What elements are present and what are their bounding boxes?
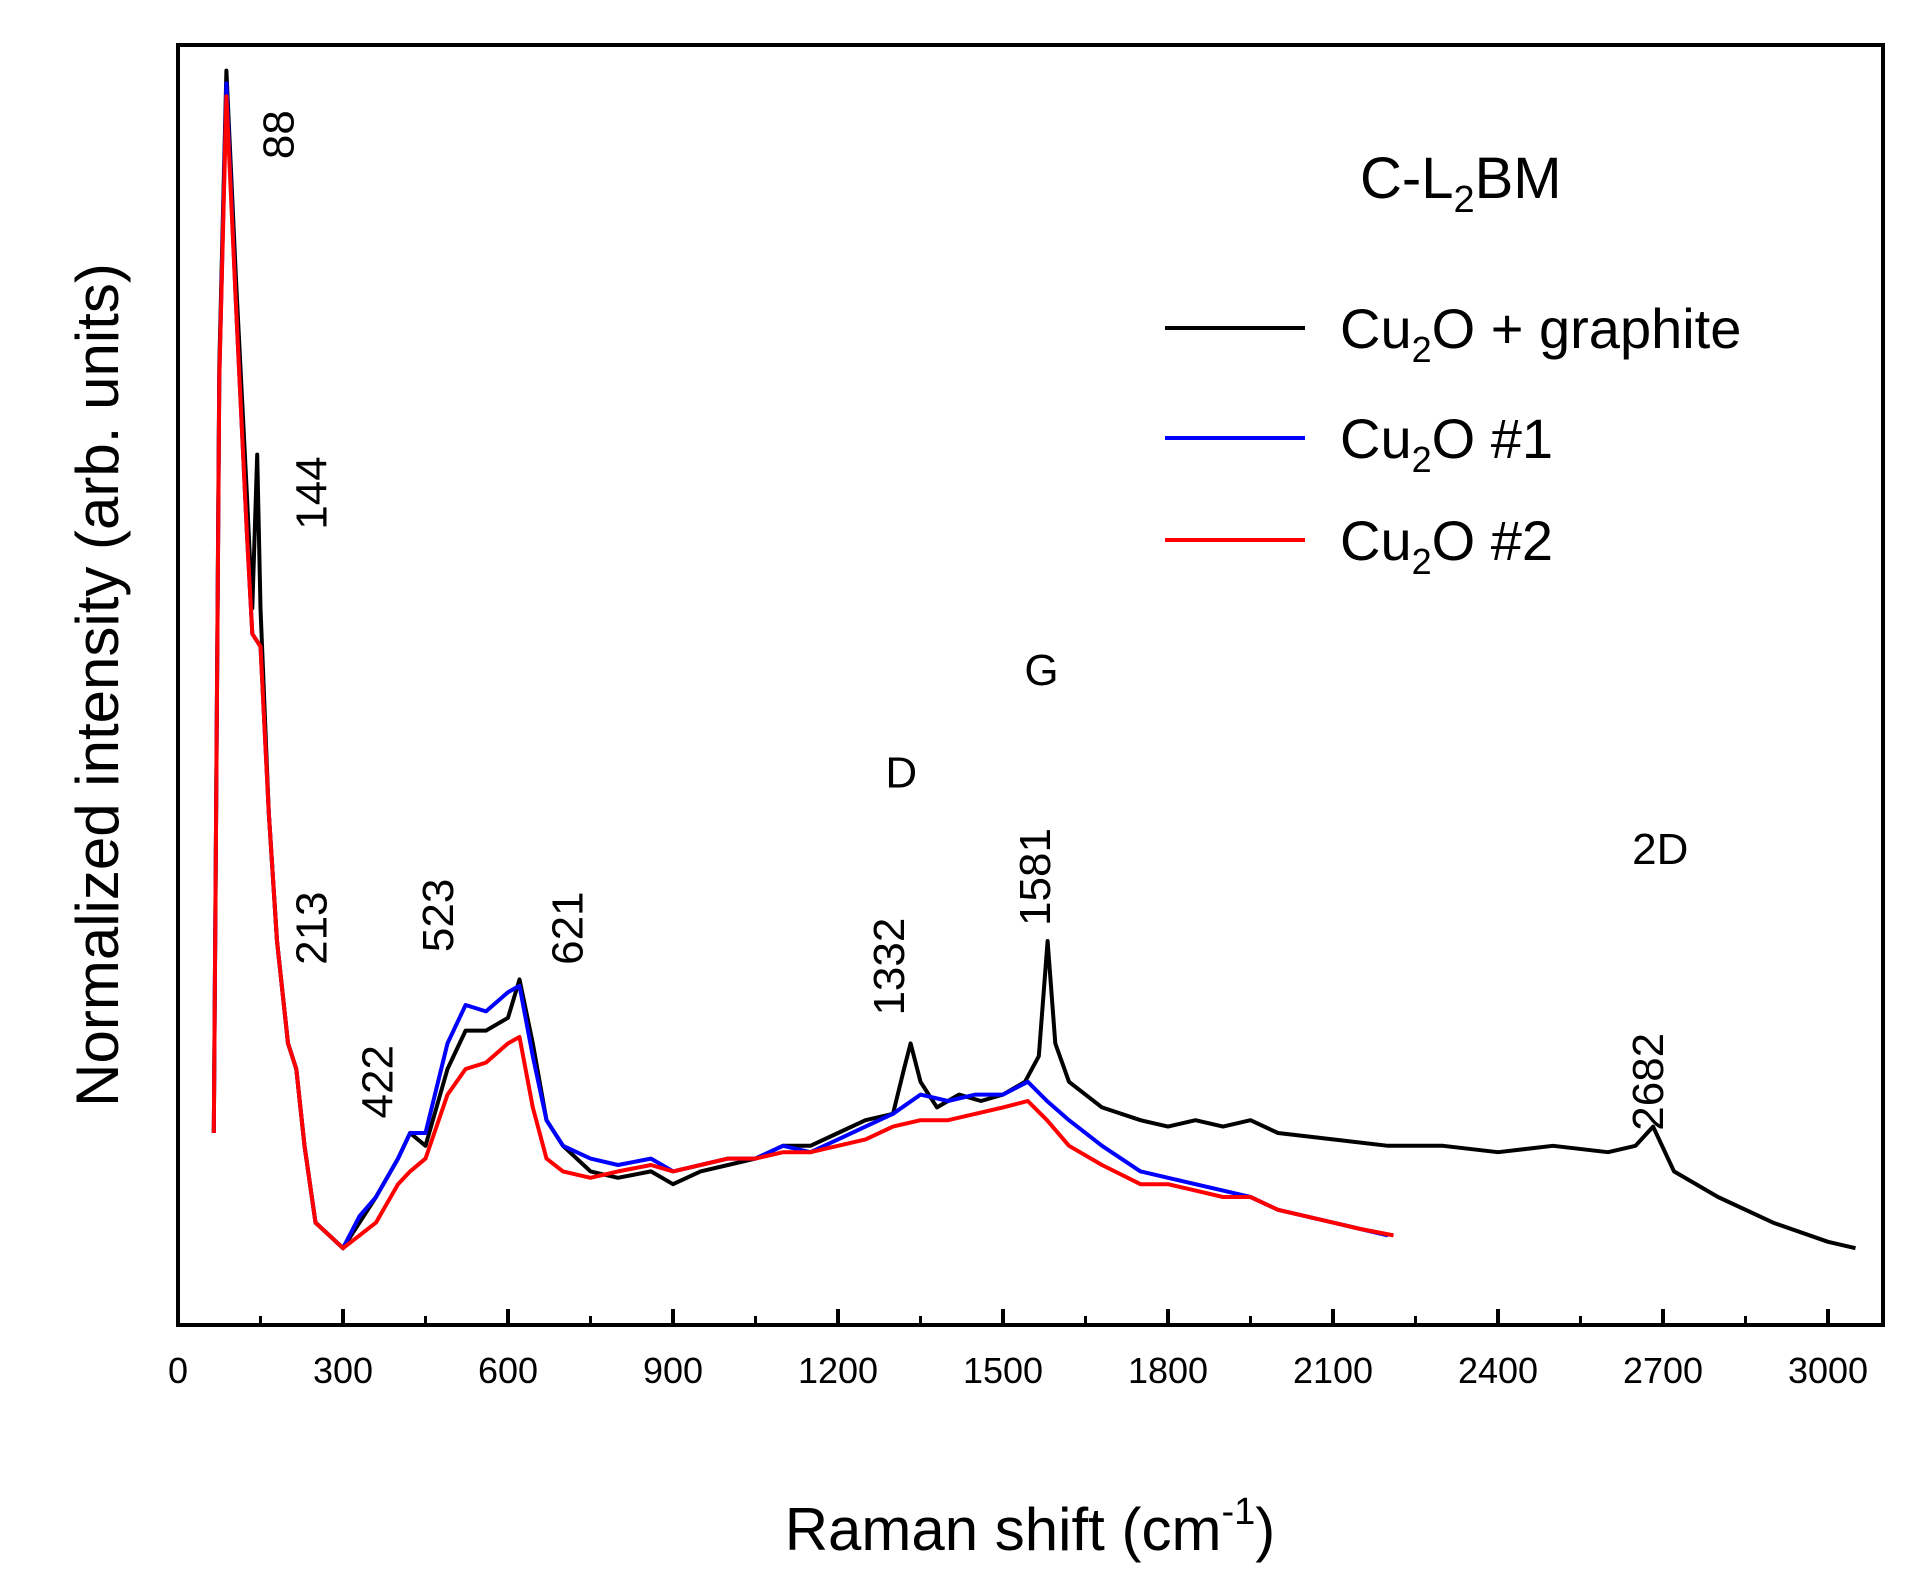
x-tick-label: 2100 [1293,1350,1373,1391]
sample-label-tail: BM [1475,146,1562,211]
series-line-3 [211,94,1394,1251]
legend-label-1: Cu2O + graphite [1340,297,1741,370]
plot-frame [176,43,1885,1327]
peak-label: 2D [1632,825,1688,874]
peak-label: 213 [288,891,337,964]
x-tick-label: 1500 [963,1350,1043,1391]
x-axis-title: Raman shift (cm-1) [785,1491,1276,1563]
x-tick-label: 2700 [1623,1350,1703,1391]
peak-label: 1581 [1011,828,1060,926]
peak-label: 621 [543,891,592,964]
sample-label: C-L2BM [1360,146,1562,221]
peak-label: 144 [288,456,337,529]
x-tick-label: 1200 [798,1350,878,1391]
x-tick-label: 300 [313,1350,373,1391]
series-layer [211,68,1856,1251]
legend-label-3: Cu2O #2 [1340,509,1553,582]
x-tick-label: 3000 [1788,1350,1868,1391]
x-axis-title-sup: -1 [1221,1491,1255,1533]
x-tick-label: 0 [168,1350,188,1391]
x-tick-label: 1800 [1128,1350,1208,1391]
peak-label: 422 [354,1045,403,1118]
x-tick-label: 2400 [1458,1350,1538,1391]
peak-label: 88 [255,110,304,159]
legend: Cu2O + graphite Cu2O #1 Cu2O #2 [1165,297,1741,582]
y-axis-title: Normalized intensity (arb. units) [64,263,131,1107]
peak-label: 523 [414,879,463,952]
annotations: 88 144 213 422 523 621 1332 1581 2682 D G 2D [255,110,1689,1131]
peak-label: G [1024,646,1058,695]
peak-label: D [885,748,917,797]
x-tick-label: 600 [478,1350,538,1391]
sample-label-sub: 2 [1453,179,1474,221]
peak-label: 2682 [1624,1033,1673,1131]
x-ticks: 0 300 600 900 1200 1500 1800 2100 2400 2700 3000 [168,1309,1868,1391]
legend-label-2: Cu2O #1 [1340,407,1553,480]
x-tick-label: 900 [643,1350,703,1391]
x-axis-title-tail: ) [1255,1496,1275,1563]
peak-label: 1332 [865,918,914,1016]
